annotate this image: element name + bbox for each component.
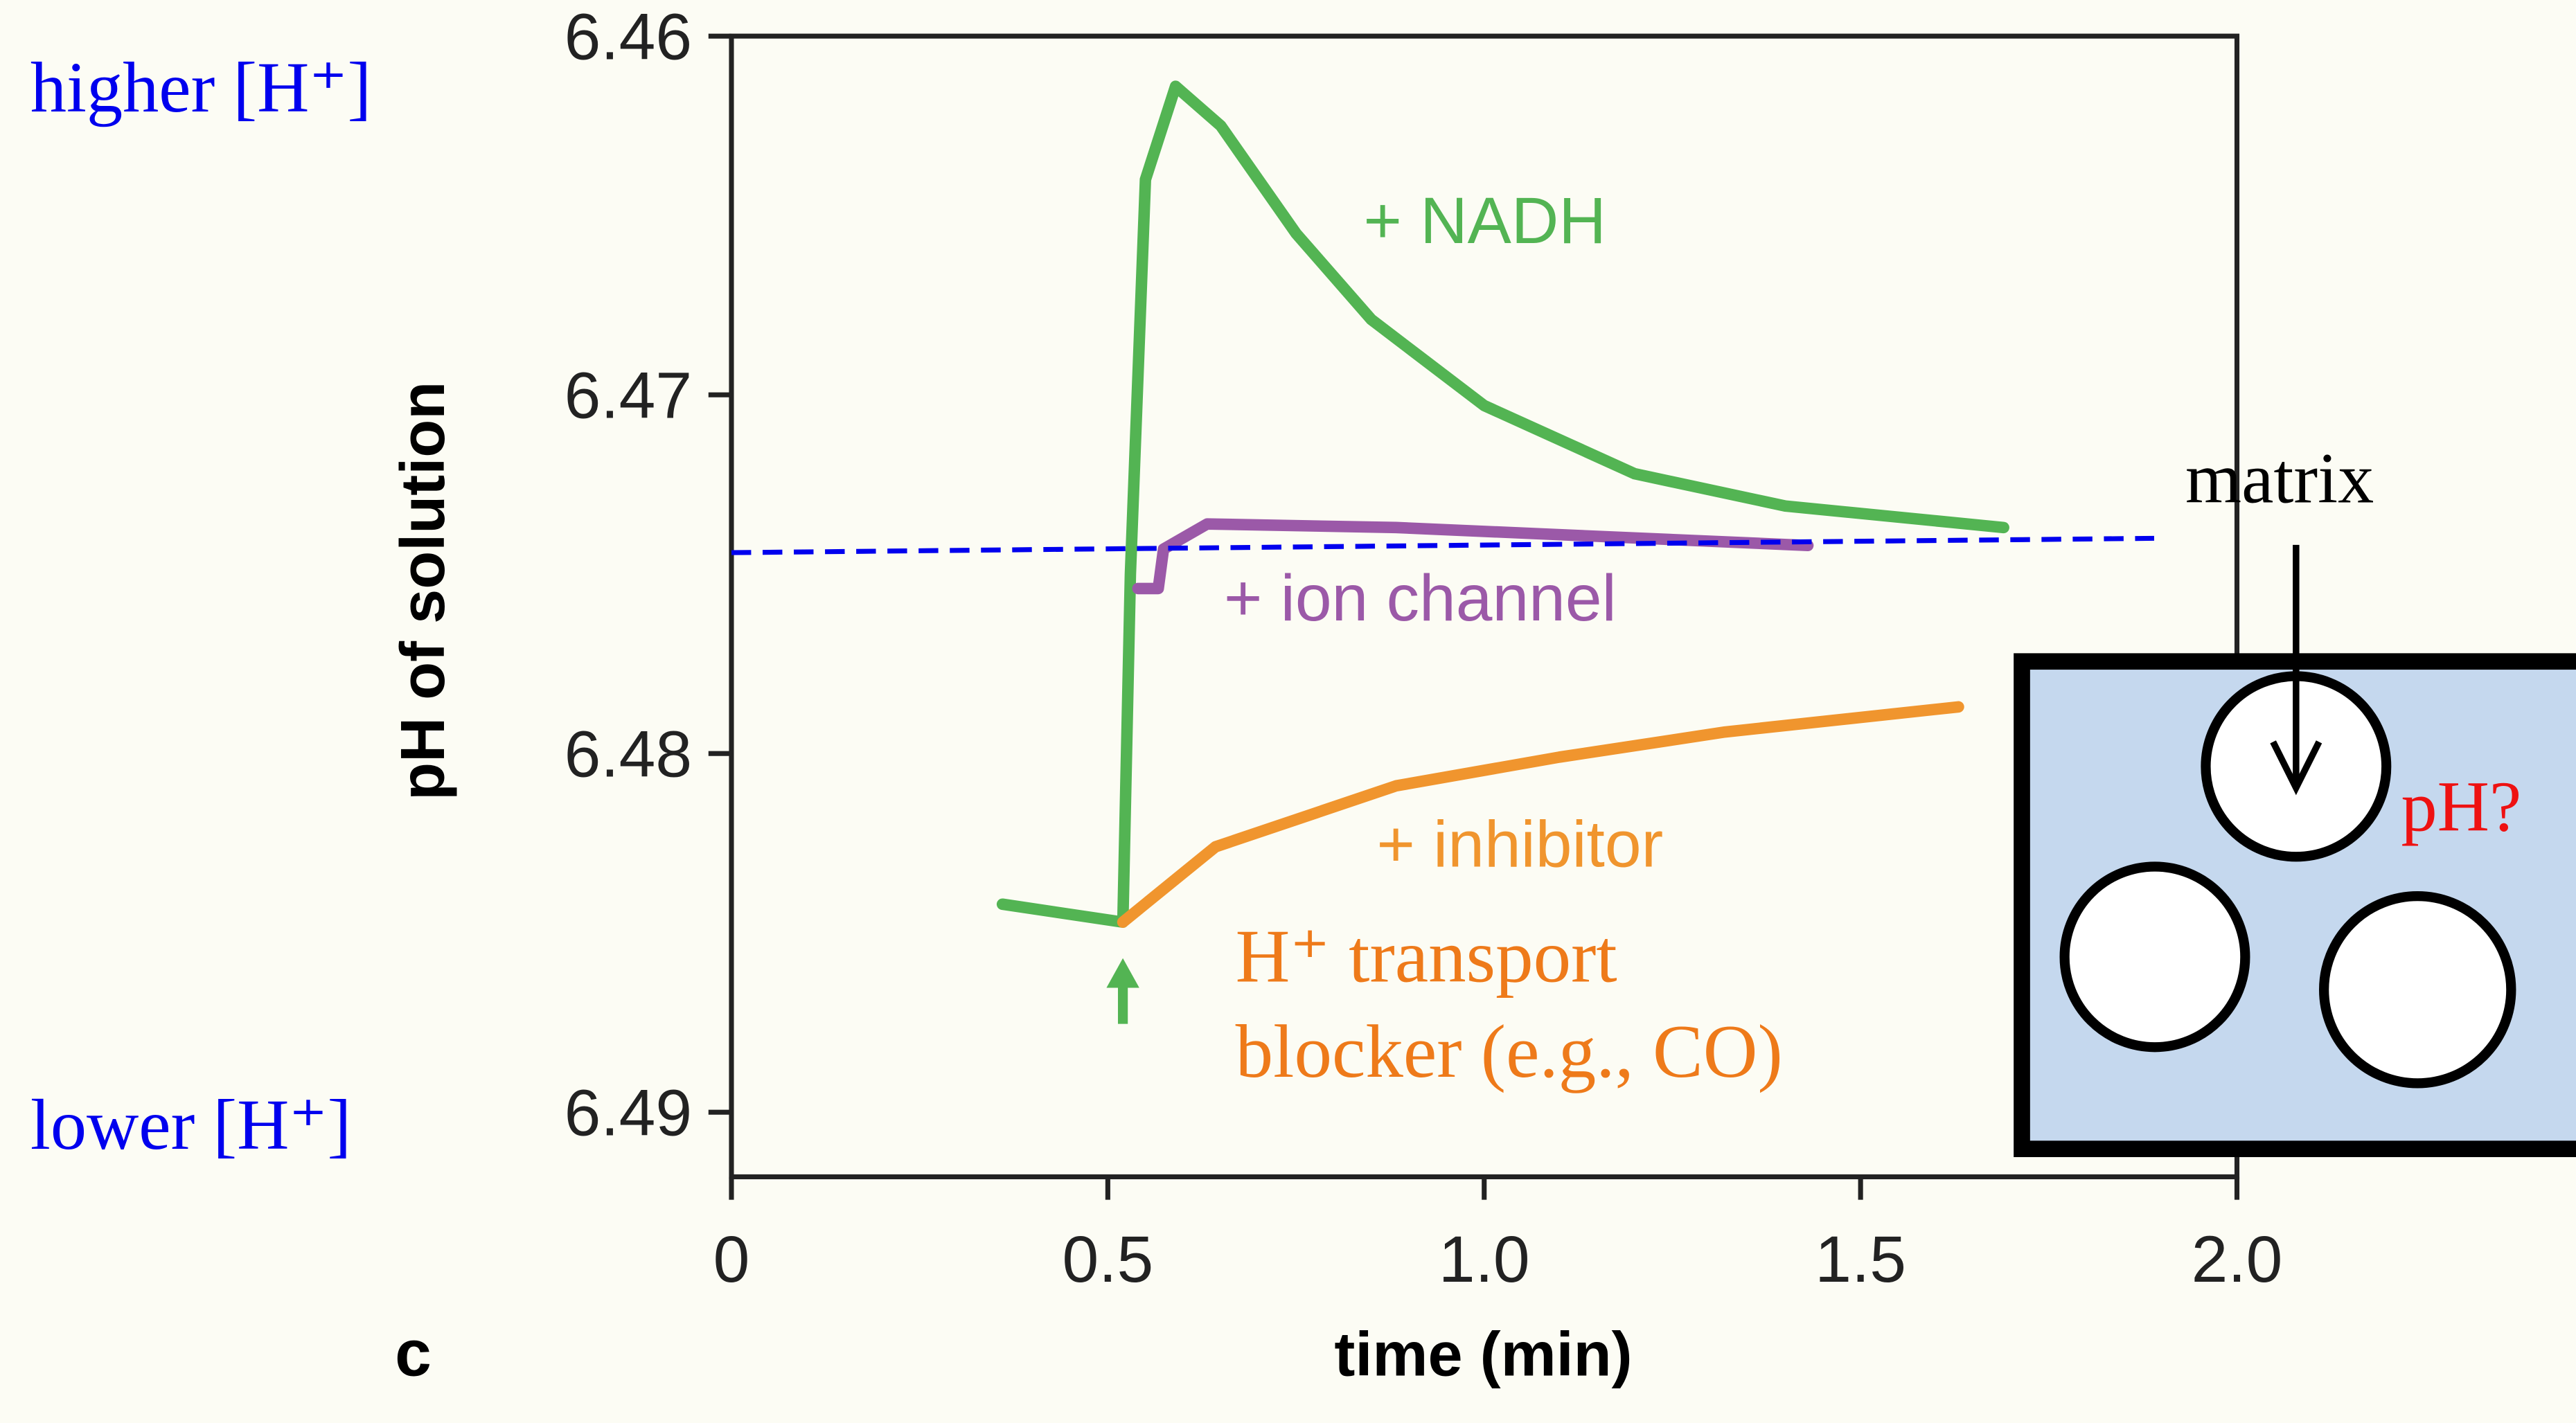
x-tick-label: 0: [713, 1223, 750, 1296]
inset-label: matrix: [2185, 438, 2374, 518]
series-label: + inhibitor: [1376, 807, 1663, 881]
annotation: blocker (e.g., CO): [1236, 1010, 1783, 1093]
data-line: [1117, 701, 1964, 928]
reference-line: [731, 535, 2155, 555]
x-tick-label: 0.5: [1062, 1223, 1153, 1296]
x-tick-label: 1.0: [1439, 1223, 1530, 1296]
arrow-head: [2270, 740, 2322, 796]
annotation: H⁺ transport: [1236, 914, 1617, 998]
plot-area: 6.46 6.47 6.48 6.49 0 0.5 1.0 1.5 2.0 + NADH + ion…: [565, 0, 2283, 1296]
side-label: lower [H⁺]: [30, 1084, 351, 1165]
panel-label: c: [395, 1316, 432, 1390]
x-tick-label: 2.0: [2192, 1223, 2283, 1296]
y-tick-label: 6.49: [565, 1076, 693, 1149]
side-label: higher [H⁺]: [30, 47, 371, 127]
addition-arrow-head: [1106, 958, 1139, 988]
series-label: + NADH: [1364, 184, 1606, 258]
data-line: [996, 80, 2009, 928]
y-axis-label: pH of solution: [388, 382, 458, 800]
mitochondrion: [2319, 891, 2516, 1089]
x-tick-label: 1.5: [1815, 1223, 1906, 1296]
y-tick-label: 6.48: [565, 717, 693, 791]
inset-diagram: matrix pH?: [2014, 438, 2576, 1158]
data-line: [1132, 518, 1814, 595]
y-tick-label: 6.47: [565, 359, 693, 432]
mitochondrion: [2059, 861, 2250, 1053]
series-label: + ion channel: [1224, 562, 1617, 635]
y-tick-label: 6.46: [565, 0, 693, 73]
x-axis-label: time (min): [1334, 1319, 1632, 1389]
inset-question: pH?: [2401, 766, 2522, 846]
